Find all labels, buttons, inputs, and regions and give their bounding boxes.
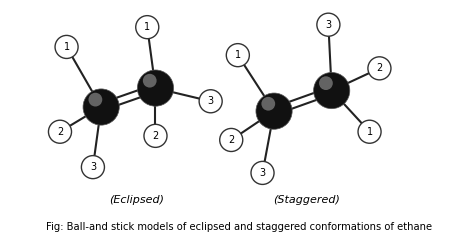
Text: 2: 2 xyxy=(57,127,63,137)
Circle shape xyxy=(136,16,159,39)
Text: 3: 3 xyxy=(90,162,96,172)
Circle shape xyxy=(256,93,292,129)
Text: (Staggered): (Staggered) xyxy=(273,195,340,205)
Text: (Eclipsed): (Eclipsed) xyxy=(109,195,164,205)
Text: 2: 2 xyxy=(152,131,159,141)
Circle shape xyxy=(261,97,275,111)
Circle shape xyxy=(48,120,72,143)
Text: 1: 1 xyxy=(64,42,70,52)
Text: 2: 2 xyxy=(228,135,234,145)
Circle shape xyxy=(319,76,333,90)
Circle shape xyxy=(89,93,102,106)
Circle shape xyxy=(82,156,104,179)
Circle shape xyxy=(368,57,391,80)
Circle shape xyxy=(144,124,167,147)
Circle shape xyxy=(358,120,381,143)
Circle shape xyxy=(143,74,156,88)
Circle shape xyxy=(220,128,243,151)
Text: 3: 3 xyxy=(208,96,214,106)
Circle shape xyxy=(137,70,173,106)
Text: 3: 3 xyxy=(259,168,265,178)
Circle shape xyxy=(317,13,340,36)
Text: 1: 1 xyxy=(235,50,241,60)
Text: 1: 1 xyxy=(366,127,373,137)
Text: 3: 3 xyxy=(325,20,331,30)
Circle shape xyxy=(314,72,350,109)
Text: Fig: Ball-and stick models of eclipsed and staggered conformations of ethane: Fig: Ball-and stick models of eclipsed a… xyxy=(46,222,432,232)
Circle shape xyxy=(55,35,78,58)
Text: 1: 1 xyxy=(144,22,150,32)
Circle shape xyxy=(226,44,249,67)
Circle shape xyxy=(199,90,222,113)
Text: 2: 2 xyxy=(376,63,383,73)
Circle shape xyxy=(83,89,119,125)
Circle shape xyxy=(251,161,274,185)
